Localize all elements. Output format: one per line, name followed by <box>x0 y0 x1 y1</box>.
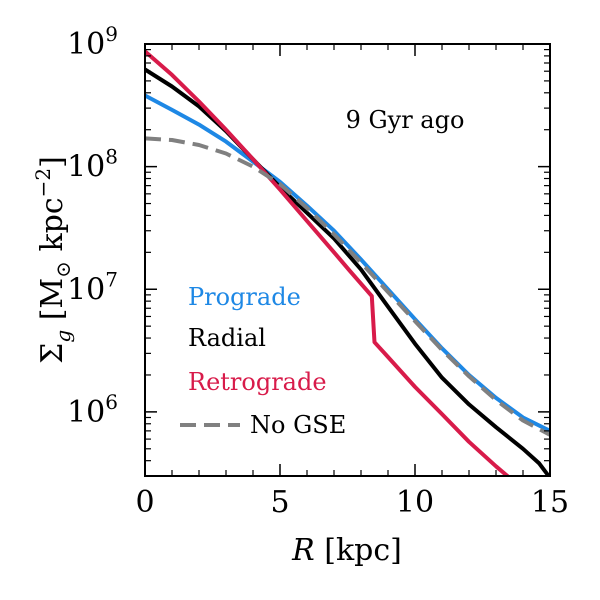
legend-entry-no-gse: No GSE <box>250 411 346 439</box>
y-tick-label: 106 <box>67 390 118 430</box>
legend: Prograde Radial Retrograde No GSE <box>180 283 346 439</box>
legend-entry-retrograde: Retrograde <box>188 368 327 396</box>
x-axis-label: R [kpc] <box>291 533 402 568</box>
series-line-retrograde <box>145 49 511 476</box>
plot-frame <box>144 43 551 477</box>
x-tick-label: 10 <box>396 485 434 520</box>
legend-entry-radial: Radial <box>188 324 266 352</box>
x-tick-label: 0 <box>135 485 154 520</box>
legend-entry-prograde: Prograde <box>188 283 301 311</box>
series-line-prograde <box>145 93 550 433</box>
annotation-text: 9 Gyr ago <box>346 106 465 134</box>
series-line-no-gse <box>145 136 550 437</box>
x-tick-label: 5 <box>270 485 289 520</box>
tick-labels: 0 5 10 15 106 107 108 109 <box>67 22 569 520</box>
y-tick-label: 109 <box>67 22 118 62</box>
x-tick-label: 15 <box>531 485 569 520</box>
series-layer <box>145 49 550 476</box>
y-tick-label: 108 <box>67 145 118 185</box>
y-axis-label: Σg [M⊙ kpc−2] <box>31 156 75 364</box>
y-tick-label: 107 <box>67 267 118 307</box>
